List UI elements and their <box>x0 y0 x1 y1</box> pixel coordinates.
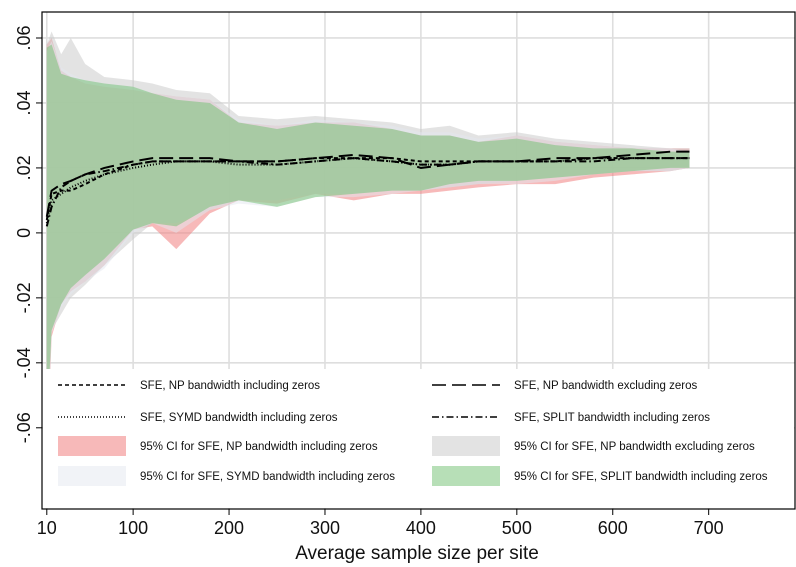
series-line-1 <box>45 150 690 217</box>
y-tick-label: -.06 <box>14 412 34 443</box>
x-tick-label: 600 <box>598 518 628 538</box>
legend: SFE, NP bandwidth including zeros SFE, NP… <box>43 369 794 508</box>
legend-label-3: SFE, SPLIT bandwidth including zeros <box>514 412 710 424</box>
legend-box <box>43 369 794 508</box>
legend-key-6 <box>58 466 126 486</box>
x-tick-label: 500 <box>502 518 532 538</box>
y-tick-label: -.04 <box>14 347 34 378</box>
legend-label-6: 95% CI for SFE, SYMD bandwidth including… <box>140 471 395 483</box>
legend-key-7 <box>432 466 500 486</box>
x-tick-label: 300 <box>310 518 340 538</box>
y-axis: .06 .04 .02 0 -.02 -.04 -.06 <box>14 25 42 443</box>
x-axis: 10 100 200 300 400 500 600 700 <box>37 509 724 538</box>
y-tick-label: -.02 <box>14 282 34 313</box>
legend-key-5 <box>432 436 500 456</box>
x-tick-label: 200 <box>214 518 244 538</box>
plot-frame <box>41 11 796 510</box>
x-axis-label: Average sample size per site <box>295 543 539 564</box>
confidence-bands <box>46 31 690 477</box>
legend-label-0: SFE, NP bandwidth including zeros <box>140 380 320 392</box>
x-tick-label: 700 <box>694 518 724 538</box>
legend-label-2: SFE, SYMD bandwidth including zeros <box>140 412 338 424</box>
y-tick-label: .06 <box>14 25 34 50</box>
legend-label-4: 95% CI for SFE, NP bandwidth including z… <box>140 441 378 453</box>
x-tick-label: 100 <box>118 518 148 538</box>
x-tick-label: 10 <box>37 518 57 538</box>
legend-label-5: 95% CI for SFE, NP bandwidth excluding z… <box>514 441 755 453</box>
series-line-3 <box>45 157 690 227</box>
legend-key-4 <box>58 436 126 456</box>
ci-band-7 <box>46 44 690 428</box>
legend-label-7: 95% CI for SFE, SPLIT bandwidth includin… <box>514 471 768 483</box>
y-tick-label: .02 <box>14 155 34 180</box>
legend-label-1: SFE, NP bandwidth excluding zeros <box>514 380 697 392</box>
y-tick-label: .04 <box>14 90 34 115</box>
y-tick-label: 0 <box>14 228 34 238</box>
estimate-lines <box>45 150 690 227</box>
x-tick-label: 400 <box>406 518 436 538</box>
